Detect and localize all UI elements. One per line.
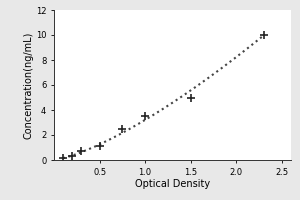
Y-axis label: Concentration(ng/mL): Concentration(ng/mL) xyxy=(23,31,33,139)
X-axis label: Optical Density: Optical Density xyxy=(135,179,210,189)
